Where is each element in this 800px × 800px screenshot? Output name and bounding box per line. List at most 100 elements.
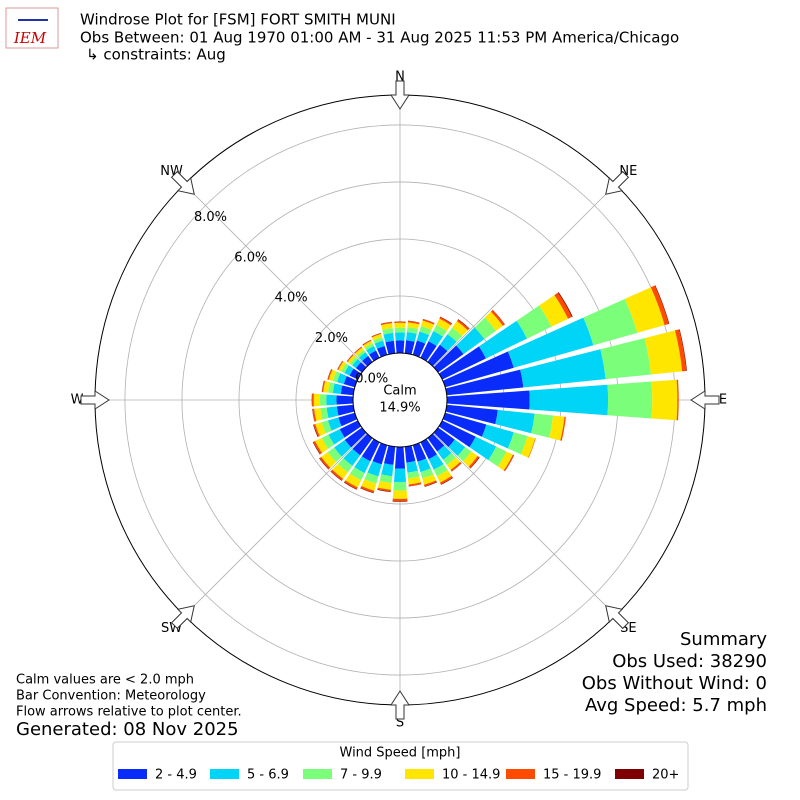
bar-segment: [488, 446, 507, 467]
bar-segment: [332, 383, 343, 394]
bar-segment: [321, 380, 325, 393]
bar-segment: [313, 393, 321, 407]
r-tick-label: 6.0%: [234, 250, 267, 265]
bar-segment: [420, 468, 434, 479]
bar-segment: [427, 344, 448, 367]
bar-segment: [319, 456, 331, 470]
grid-spoke: [432, 184, 616, 368]
bar-segment: [478, 320, 528, 359]
bar-segment: [322, 380, 326, 393]
bar-segment: [679, 329, 687, 371]
bar-segment: [395, 340, 405, 354]
logo-box: [5, 7, 59, 49]
bar-segment: [442, 412, 487, 437]
bar-segment: [446, 457, 461, 471]
bar-segment: [337, 360, 343, 370]
bar-segment: [507, 432, 528, 455]
bar-segment: [371, 333, 383, 341]
bar-segment: [408, 483, 422, 487]
bar-segment: [354, 346, 362, 354]
bar-segment: [557, 292, 573, 317]
bar-segment: [438, 420, 476, 448]
bar-segment: [445, 369, 524, 396]
logo-text: IEM: [13, 29, 47, 47]
bar-segment: [560, 416, 566, 441]
bar-segment: [323, 381, 330, 393]
bar-segment: [433, 427, 455, 448]
bar-segment: [327, 417, 342, 431]
bar-segment: [312, 441, 321, 455]
bar-segment: [457, 447, 472, 462]
bar-segment: [412, 340, 426, 358]
note: Bar Convention: Meteorology: [16, 689, 206, 704]
bar-segment: [319, 394, 327, 406]
bar-segment: [393, 482, 407, 491]
bar-segment: [654, 285, 670, 324]
bar-segment: [528, 438, 536, 458]
bar-segment: [356, 349, 366, 358]
bar-segment: [376, 345, 388, 358]
bar-segment: [497, 451, 513, 471]
bar-segment: [394, 322, 406, 328]
bar-segment: [354, 347, 364, 356]
bar-segment: [507, 317, 594, 368]
bar-segment: [407, 470, 420, 479]
bar-segment: [371, 333, 382, 338]
bar-segment: [644, 330, 683, 375]
bar-segment: [531, 413, 554, 438]
bar-segment: [437, 445, 452, 460]
bar-segment: [470, 457, 480, 469]
bar-segment: [328, 369, 337, 381]
bar-segment: [520, 436, 536, 458]
bar-segment: [503, 454, 514, 472]
bar-segment: [481, 424, 514, 449]
bar-segment: [456, 327, 485, 355]
bar-segment: [311, 393, 313, 407]
bar-segment: [583, 298, 638, 346]
bar-segment: [439, 317, 452, 326]
bar-segment: [651, 379, 678, 421]
bar-segment: [336, 404, 355, 416]
bar-segment: [338, 361, 347, 372]
bar-segment: [336, 373, 347, 385]
bar-segment: [382, 327, 394, 335]
bar-segment: [394, 321, 406, 323]
plot: NNEESESSWWNWCalm14.9%0.0%2.0%4.0%6.0%8.0…: [71, 70, 728, 731]
bar-segment: [436, 469, 452, 483]
chart-title: Windrose Plot for [FSM] FORT SMITH MUNI: [80, 11, 396, 29]
constraints: ↳ constraints: Aug: [86, 46, 226, 64]
flow-arrow: [390, 690, 410, 720]
bar-segment: [343, 376, 358, 388]
bar-segment: [362, 339, 371, 345]
bar-segment: [361, 479, 377, 491]
legend-swatch: [615, 769, 644, 779]
bar-segment: [320, 407, 329, 420]
bar-segment: [393, 468, 407, 483]
legend-label: 10 - 14.9: [442, 768, 500, 783]
direction-label: E: [719, 393, 727, 408]
bar-segment: [381, 323, 393, 330]
bar-segment: [422, 474, 437, 485]
bar-segment: [385, 340, 396, 355]
bar-segment: [442, 351, 514, 388]
bar-segment: [417, 458, 431, 473]
calm-value: 14.9%: [379, 401, 420, 416]
bar-segment: [327, 447, 342, 463]
bar-segment: [443, 452, 456, 465]
bar-segment: [452, 321, 468, 337]
calm-label: Calm: [383, 384, 416, 399]
summary-line: Avg Speed: 5.7 mph: [585, 695, 767, 716]
bar-segment: [439, 475, 453, 485]
bar-segment: [484, 311, 503, 331]
bar-segment: [554, 292, 572, 319]
bar-segment: [420, 320, 434, 330]
legend-label: 15 - 19.9: [543, 768, 601, 783]
bar-segment: [406, 331, 417, 342]
flow-arrow: [170, 170, 195, 195]
flow-arrow: [170, 605, 195, 630]
bar-segment: [336, 395, 354, 405]
bar-segment: [321, 452, 337, 468]
bar-segment: [428, 330, 444, 347]
legend-swatch: [506, 769, 535, 779]
